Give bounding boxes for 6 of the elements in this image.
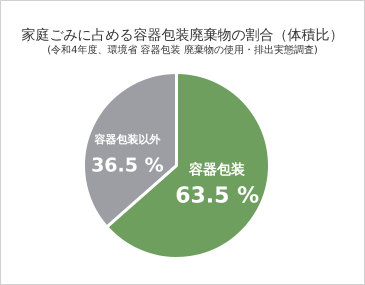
chart-subtitle: (令和4年度、環境省 容器包装 廃棄物の使用・排出実態調査) [47,44,318,56]
chart-title: 家庭ごみに占める容器包装廃棄物の割合（体積比） [22,28,344,44]
data-label: 63.5 % [175,183,260,208]
data-label: 36.5 % [91,154,164,176]
slice-label: 容器包装以外 [93,132,162,146]
slice-label: 容器包装 [188,160,246,178]
